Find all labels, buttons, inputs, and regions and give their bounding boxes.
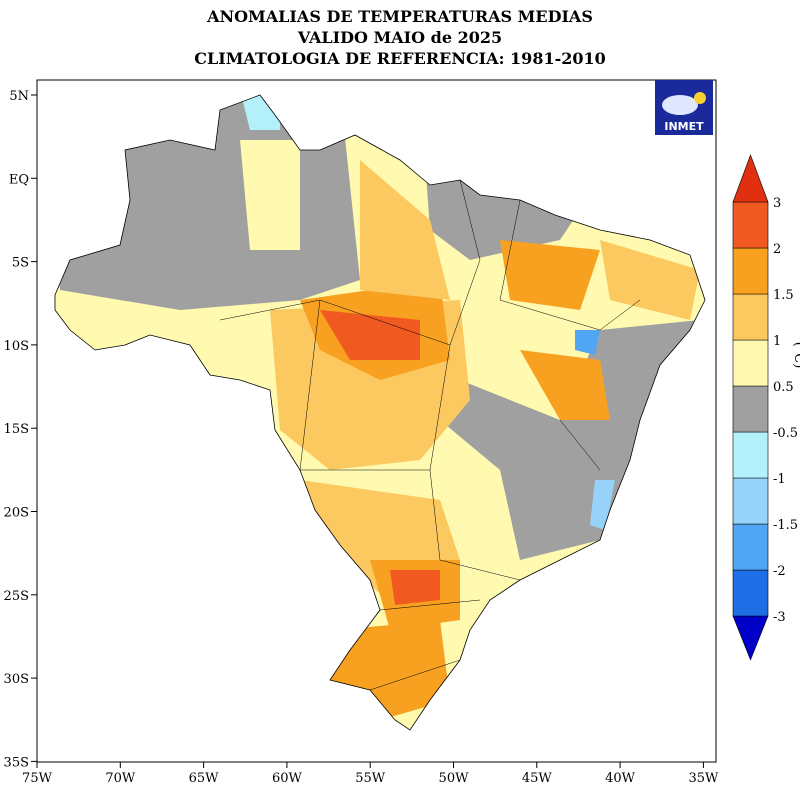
colorbar-bin [732, 385, 769, 433]
lon-tick-label: 55W [355, 771, 386, 786]
lat-tick-label: 5N [9, 89, 29, 104]
lat-tick-label: 10S [4, 339, 29, 354]
lat-tick-label: 30S [4, 672, 29, 687]
colorbar-label: -2 [773, 564, 786, 579]
logo-text: INMET [664, 120, 704, 133]
colorbar-label: 1 [773, 334, 781, 349]
country-outline [54, 94, 706, 731]
lon-tick-label: 50W [439, 771, 470, 786]
colorbar-label: -3 [773, 610, 786, 625]
lon-tick-label: 40W [605, 771, 636, 786]
colorbar-unit: (°C) [791, 342, 800, 369]
colorbar-label: 2 [773, 242, 781, 257]
colorbar-label: -1.5 [773, 518, 798, 533]
lon-tick-label: 70W [105, 771, 136, 786]
colorbar-label: -1 [773, 472, 786, 487]
lat-tick-label: 25S [4, 589, 29, 604]
lon-tick-label: 75W [22, 771, 53, 786]
lon-tick-label: 65W [189, 771, 220, 786]
lat-tick-label: 15S [4, 422, 29, 437]
lat-tick-label: EQ [9, 172, 29, 187]
title-line: VALIDO MAIO de 2025 [297, 28, 502, 47]
logo: INMET [655, 80, 713, 135]
lon-tick-label: 60W [272, 771, 303, 786]
colorbar-label: 3 [773, 196, 781, 211]
state-borders [219, 179, 641, 691]
colorbar-bin [732, 431, 769, 479]
colorbar-bin [732, 293, 769, 341]
colorbar-bin [732, 615, 769, 661]
title-line: CLIMATOLOGIA DE REFERENCIA: 1981-2010 [194, 49, 606, 68]
colorbar-label: 0.5 [773, 380, 794, 395]
title-line: ANOMALIAS DE TEMPERATURAS MEDIAS [206, 7, 593, 26]
colorbar-bin [732, 569, 769, 617]
lon-tick-label: 45W [522, 771, 553, 786]
colorbar-bin [732, 154, 769, 203]
colorbar-bin [732, 247, 769, 295]
colorbar-label: -0.5 [773, 426, 798, 441]
colorbar-bin [732, 477, 769, 525]
colorbar-bin [732, 201, 769, 249]
lat-tick-label: 5S [12, 256, 29, 271]
lon-tick-label: 35W [688, 771, 719, 786]
lat-tick-label: 35S [4, 755, 29, 770]
colorbar-bin [732, 339, 769, 387]
colorbar-bin [732, 523, 769, 571]
lat-tick-label: 20S [4, 506, 29, 521]
colorbar-label: 1.5 [773, 288, 794, 303]
